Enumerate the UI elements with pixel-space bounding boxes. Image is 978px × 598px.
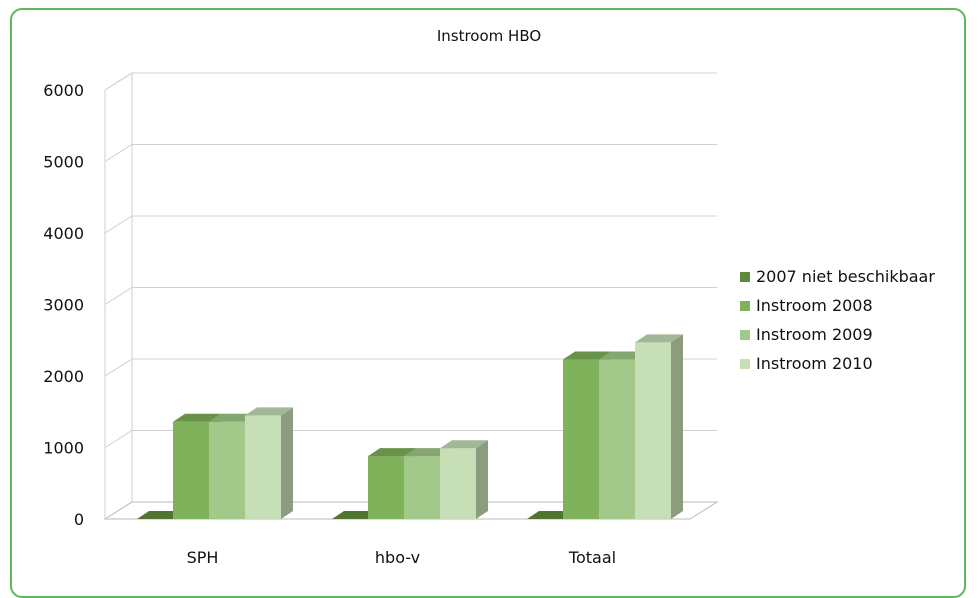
- y-tick-label: 2000: [43, 367, 84, 386]
- y-tick-label: 5000: [43, 153, 84, 172]
- y-tick-label: 4000: [43, 224, 84, 243]
- bar: [404, 456, 440, 519]
- legend-swatch: [740, 329, 750, 340]
- gridline: [104, 287, 717, 305]
- chart-title: Instroom HBO: [436, 27, 542, 45]
- bar-chart: 0 1000 2000 3000 4000 5000 6000 SPH hbo-v Totaal: [43, 72, 719, 567]
- bar: [563, 359, 599, 519]
- legend-label: Instroom 2010: [756, 354, 873, 373]
- legend-label: Instroom 2008: [756, 296, 873, 315]
- bar-top: [635, 334, 683, 343]
- bar-side: [281, 407, 293, 519]
- bar-top: [173, 413, 221, 422]
- chart-legend: 2007 niet beschikbaar Instroom 2008 Instro…: [740, 262, 935, 378]
- legend-label: 2007 niet beschikbaar: [756, 267, 935, 286]
- gridline: [104, 358, 717, 377]
- bar: [635, 342, 671, 519]
- gridline: [104, 72, 717, 91]
- y-tick-label: 0: [74, 510, 84, 529]
- bar-side: [671, 334, 683, 519]
- bar: [440, 448, 476, 519]
- gridline: [104, 215, 717, 234]
- x-tick-label: SPH: [187, 548, 219, 567]
- legend-swatch: [740, 358, 750, 369]
- legend-item: Instroom 2009: [740, 320, 935, 349]
- bar: [245, 415, 281, 519]
- legend-item: 2007 niet beschikbaar: [740, 262, 935, 291]
- bar-side: [476, 440, 488, 519]
- bar-top: [440, 440, 488, 449]
- legend-swatch: [740, 300, 750, 311]
- bar-top: [368, 448, 416, 457]
- gridline: [104, 430, 717, 448]
- bar-top: [245, 407, 293, 416]
- bar: [209, 421, 245, 519]
- legend-swatch: [740, 271, 750, 282]
- bar-top: [563, 351, 611, 360]
- y-tick-label: 6000: [43, 81, 84, 100]
- legend-item: Instroom 2008: [740, 291, 935, 320]
- bar: [173, 421, 209, 519]
- x-tick-label: Totaal: [568, 548, 616, 567]
- bar: [599, 359, 635, 519]
- legend-label: Instroom 2009: [756, 325, 873, 344]
- gridline: [104, 144, 717, 162]
- bar: [368, 456, 404, 519]
- x-tick-label: hbo-v: [375, 548, 420, 567]
- y-tick-label: 1000: [43, 439, 84, 458]
- y-tick-label: 3000: [43, 296, 84, 315]
- legend-item: Instroom 2010: [740, 349, 935, 378]
